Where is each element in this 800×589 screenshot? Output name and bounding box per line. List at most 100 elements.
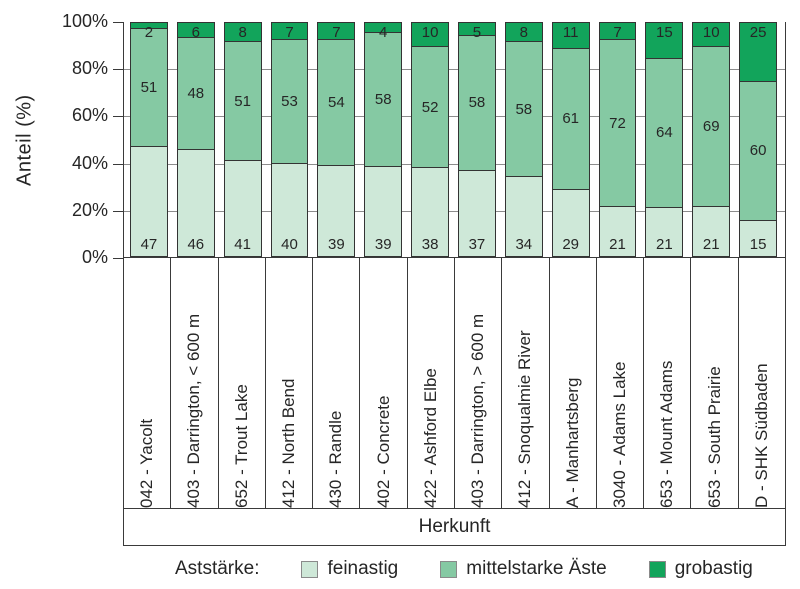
bar-value-label: 4: [379, 24, 388, 41]
y-tick-label: 0%: [81, 247, 108, 268]
bar-segment: 4: [365, 23, 402, 41]
x-category-label: 653 - South Prairie: [704, 366, 724, 508]
bar-value-label: 72: [609, 114, 626, 132]
bar-segment: 7: [599, 23, 636, 41]
x-category-cell: 652 - Trout Lake: [219, 258, 266, 508]
x-category-label: 402 - Concrete: [373, 395, 393, 508]
legend-items: feinastig mittelstarke Äste grobastig: [301, 558, 753, 580]
x-category-label: 422 - Ashford Elbe: [420, 368, 440, 508]
bar-segment: 51: [131, 27, 167, 147]
bar-value-label: 37: [468, 235, 486, 253]
gridline: [124, 163, 785, 165]
x-category-cell: 430 - Randle: [313, 258, 361, 508]
bar-value-label: 25: [749, 24, 767, 41]
bar-value-label: 29: [562, 235, 579, 253]
bar: 7 54 39: [317, 22, 356, 257]
bar-segment: 29: [552, 188, 589, 256]
bar-value-label: 2: [144, 24, 154, 41]
y-tick-label: 40%: [71, 152, 108, 173]
x-category-label: 412 - Snoqualmie River: [515, 330, 535, 508]
legend-swatch: [440, 560, 458, 578]
y-tick-label: 100%: [61, 11, 108, 32]
bar-segment: 10: [412, 23, 449, 47]
bar-value-label: 8: [519, 24, 528, 41]
legend-item: feinastig: [301, 558, 398, 580]
bar-segment: 41: [224, 160, 261, 256]
x-category-cell: D - SHK Südbaden: [739, 258, 785, 508]
bar-value-label: 21: [656, 235, 673, 253]
x-category-cell: A - Manhartsberg: [550, 258, 597, 508]
x-category-cell: 412 - Snoqualmie River: [502, 258, 550, 508]
legend-item: mittelstarke Äste: [440, 558, 607, 580]
bar-value-label: 7: [285, 24, 294, 41]
bar-segment: 37: [459, 169, 495, 256]
x-category-cell: 403 - Darrington, < 600 m: [171, 258, 219, 508]
legend-item: grobastig: [648, 558, 753, 580]
bar-value-label: 11: [562, 24, 579, 41]
bar-segment: 21: [693, 206, 730, 256]
bar-value-label: 40: [281, 235, 298, 253]
bar-segment: 7: [318, 23, 355, 41]
x-category-label-area: 042 - Yacolt 403 - Darrington, < 600 m 652…: [123, 258, 786, 508]
x-category-cell: 653 - South Prairie: [691, 258, 739, 508]
x-category-label: 430 - Randle: [326, 410, 346, 508]
bar: 4 58 39: [364, 22, 403, 257]
x-category-label: 412 - North Bend: [278, 378, 298, 508]
bar-value-label: 15: [749, 235, 767, 253]
bar-segment: 8: [505, 23, 542, 42]
bar: 7 53 40: [270, 22, 309, 257]
bar-segment: 48: [177, 36, 214, 149]
bar: 10 69 21: [692, 22, 731, 257]
bar-segment: 21: [599, 206, 636, 256]
bar-segment: 60: [740, 80, 777, 221]
bar: 25 60 15: [739, 22, 778, 257]
bar-segment: 58: [459, 34, 495, 170]
bar: 10 52 38: [411, 22, 450, 257]
x-category-label: 403 - Darrington, < 600 m: [184, 313, 204, 508]
y-tick-mark: [113, 258, 123, 259]
bar-segment: 15: [740, 220, 777, 256]
y-tick-label: 60%: [71, 105, 108, 126]
legend-label: feinastig: [327, 558, 399, 579]
bar-segment: 40: [271, 162, 308, 257]
bar-segment: 38: [412, 167, 449, 256]
bar-value-label: 41: [234, 235, 251, 253]
legend-title: Aststärke:: [175, 558, 260, 579]
bar-value-label: 8: [238, 24, 247, 41]
gridline: [124, 210, 785, 212]
bar-value-label: 58: [468, 93, 486, 111]
y-tick-mark: [113, 163, 123, 165]
bar-value-label: 34: [515, 235, 533, 253]
bar: 8 58 34: [504, 22, 543, 257]
x-category-cell: 042 - Yacolt: [124, 258, 172, 508]
bars-layer: 2 51 47 6 48 46 8 51 41 7 53 40 7 54 39 4 58 39 10 52 38 5 58 3…: [124, 22, 785, 257]
x-category-label: 403 - Darrington, > 600 m: [468, 313, 488, 508]
bar-value-label: 47: [140, 235, 158, 253]
bar-segment: 6: [177, 23, 214, 41]
bar-value-label: 7: [332, 24, 341, 41]
bar-segment: 53: [271, 39, 308, 163]
legend-label: grobastig: [674, 558, 753, 579]
bar-segment: 69: [693, 46, 730, 207]
bar-segment: 72: [599, 39, 636, 207]
legend-label: mittelstarke Äste: [466, 558, 607, 579]
bar-segment: 2: [131, 23, 167, 41]
bar-value-label: 5: [472, 24, 482, 41]
bar-segment: 5: [459, 23, 495, 41]
bar-segment: 47: [131, 146, 167, 256]
x-category-label: 3040 - Adams Lake: [609, 361, 629, 508]
bar-segment: 51: [224, 41, 261, 161]
bar-value-label: 53: [281, 92, 298, 110]
x-category-label: 042 - Yacolt: [137, 418, 157, 508]
bar-value-label: 10: [421, 24, 439, 41]
bar: 5 58 37: [458, 22, 496, 257]
x-category-cell: 3040 - Adams Lake: [597, 258, 645, 508]
bar-segment: 39: [365, 165, 402, 257]
bar-value-label: 21: [609, 235, 626, 253]
bar-segment: 25: [740, 23, 777, 81]
y-tick-label: 20%: [71, 199, 108, 220]
bar: 15 64 21: [645, 22, 684, 257]
bar-value-label: 51: [140, 78, 158, 96]
bar-segment: 8: [224, 23, 261, 42]
